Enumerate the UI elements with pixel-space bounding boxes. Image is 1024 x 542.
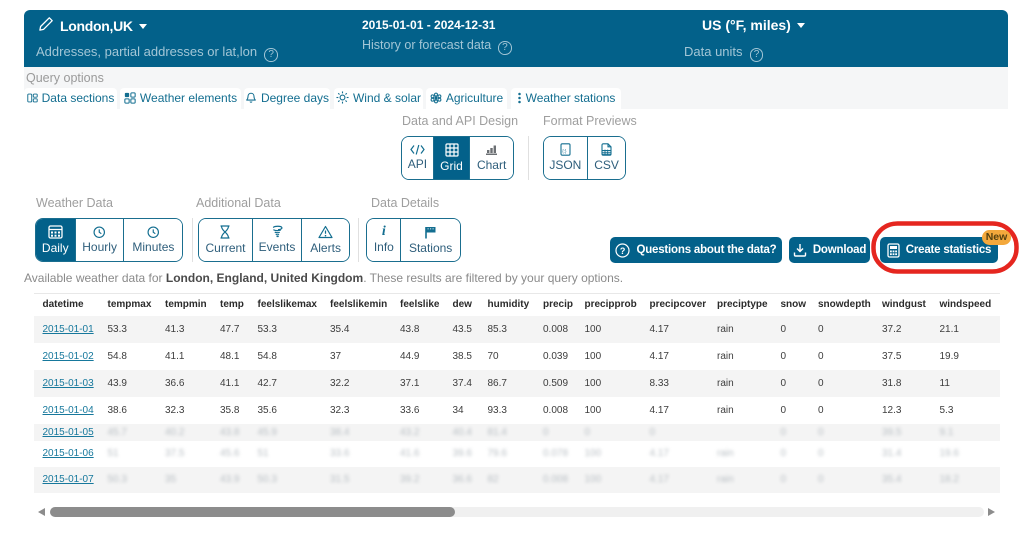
svg-text:?: ? (620, 245, 625, 255)
svg-text:{:}: {:} (562, 149, 567, 154)
